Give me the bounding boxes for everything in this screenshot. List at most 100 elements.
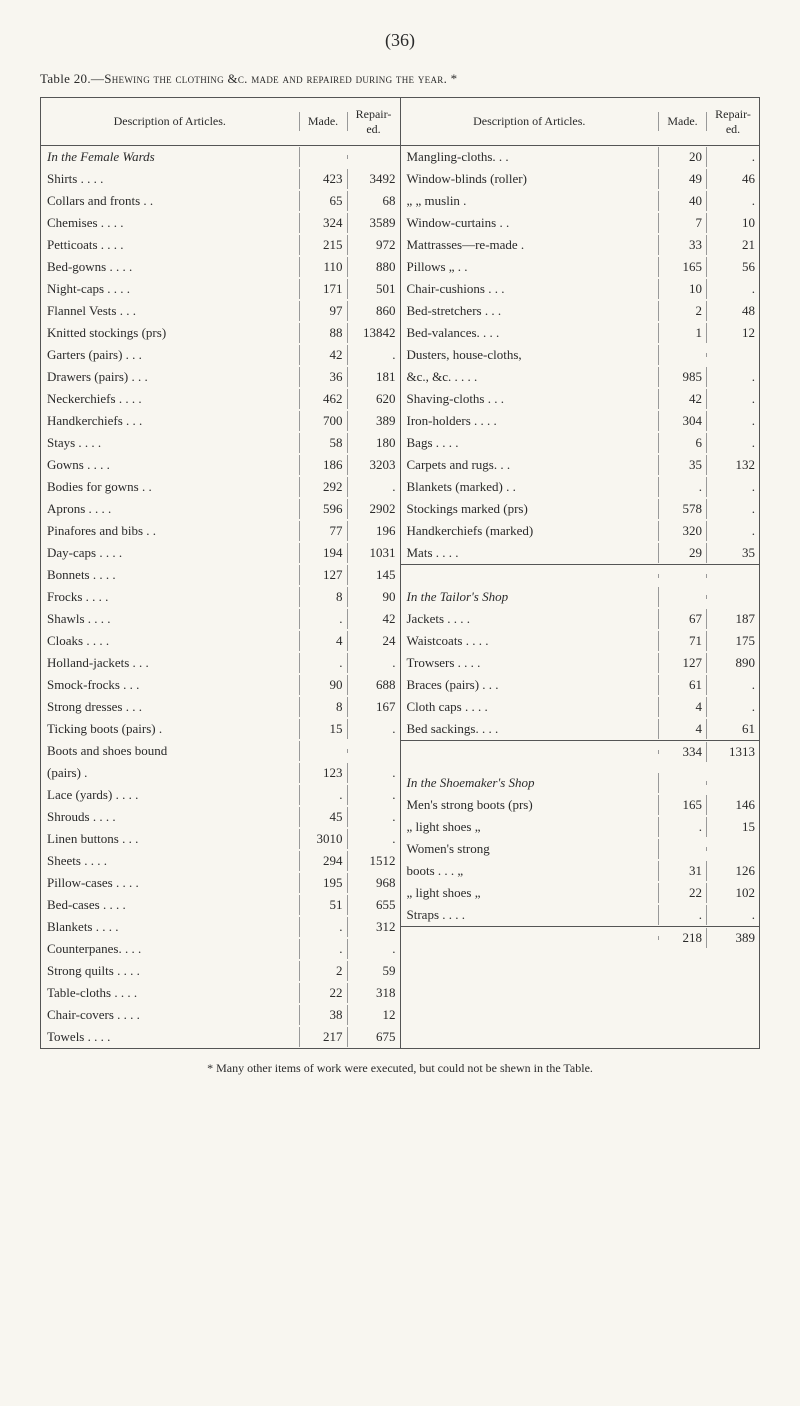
desc-cell: Handkerchiefs (marked) <box>401 521 660 541</box>
made-cell: 165 <box>659 795 707 815</box>
desc-cell: Straps . . . . <box>401 905 660 925</box>
made-cell: 45 <box>300 807 348 827</box>
made-cell: 186 <box>300 455 348 475</box>
repair-cell: 21 <box>707 235 759 255</box>
header-row: Description of Articles. Made. Repair-ed… <box>41 98 400 146</box>
repair-cell: 187 <box>707 609 759 629</box>
table-row: Trowsers . . . .127890 <box>401 652 760 674</box>
table-row: Counterpanes. . . ... <box>41 938 400 960</box>
made-cell: 2 <box>659 301 707 321</box>
made-cell: 596 <box>300 499 348 519</box>
made-cell: 35 <box>659 455 707 475</box>
table-row: Aprons . . . .5962902 <box>41 498 400 520</box>
desc-cell: Gowns . . . . <box>41 455 300 475</box>
desc-cell: Chair-covers . . . . <box>41 1005 300 1025</box>
desc-cell: Table-cloths . . . . <box>41 983 300 1003</box>
desc-cell: Dusters, house-cloths, <box>401 345 660 365</box>
made-cell: 8 <box>300 587 348 607</box>
repair-cell: 501 <box>348 279 400 299</box>
table-row: „ light shoes „.15 <box>401 816 760 838</box>
desc-cell: Bed sackings. . . . <box>401 719 660 739</box>
table-row: Mangling-cloths. . .20. <box>401 146 760 168</box>
desc-cell: Boots and shoes bound <box>41 741 300 761</box>
cell <box>300 155 348 159</box>
header-row: Description of Articles. Made. Repair-ed… <box>401 98 760 146</box>
cell <box>401 936 660 940</box>
repair-cell: 860 <box>348 301 400 321</box>
repair-cell: . <box>707 499 759 519</box>
desc-cell: Frocks . . . . <box>41 587 300 607</box>
table-row: Blankets (marked) . ... <box>401 476 760 498</box>
made-cell: 31 <box>659 861 707 881</box>
repair-cell: 620 <box>348 389 400 409</box>
repair-cell: 61 <box>707 719 759 739</box>
repair-cell: . <box>707 147 759 167</box>
desc-cell: Day-caps . . . . <box>41 543 300 563</box>
desc-cell: Chemises . . . . <box>41 213 300 233</box>
desc-cell: Petticoats . . . . <box>41 235 300 255</box>
table-row: Jackets . . . .67187 <box>401 608 760 630</box>
repair-cell: 48 <box>707 301 759 321</box>
made-cell: 294 <box>300 851 348 871</box>
desc-cell: Neckerchiefs . . . . <box>41 389 300 409</box>
table-row: &c., &c. . . . .985. <box>401 366 760 388</box>
desc-cell: (pairs) . <box>41 763 300 783</box>
desc-cell: Flannel Vests . . . <box>41 301 300 321</box>
table-row: Strong quilts . . . .259 <box>41 960 400 982</box>
desc-cell: Bodies for gowns . . <box>41 477 300 497</box>
repair-cell: 46 <box>707 169 759 189</box>
repair-cell: 655 <box>348 895 400 915</box>
caption-suffix: * <box>447 71 457 86</box>
table-row: Flannel Vests . . .97860 <box>41 300 400 322</box>
repair-cell: . <box>707 905 759 925</box>
made-cell: 423 <box>300 169 348 189</box>
table-row: Chemises . . . .3243589 <box>41 212 400 234</box>
table-row: Strong dresses . . .8167 <box>41 696 400 718</box>
repair-cell: . <box>707 477 759 497</box>
desc-cell: Pinafores and bibs . . <box>41 521 300 541</box>
made-cell: 20 <box>659 147 707 167</box>
repair-cell: . <box>348 807 400 827</box>
repair-cell: . <box>707 389 759 409</box>
made-cell: 42 <box>659 389 707 409</box>
subtotal-made: 218 <box>659 928 707 948</box>
made-cell: 292 <box>300 477 348 497</box>
table-row: Cloth caps . . . .4. <box>401 696 760 718</box>
made-cell: 15 <box>300 719 348 739</box>
subtotal-row: 218 389 <box>401 926 760 948</box>
repair-cell: 132 <box>707 455 759 475</box>
desc-cell: Waistcoats . . . . <box>401 631 660 651</box>
desc-cell: Jackets . . . . <box>401 609 660 629</box>
repair-cell: . <box>707 433 759 453</box>
made-cell: 3010 <box>300 829 348 849</box>
desc-cell: Towels . . . . <box>41 1027 300 1047</box>
made-cell: 127 <box>659 653 707 673</box>
cell <box>401 750 660 754</box>
desc-cell: Collars and fronts . . <box>41 191 300 211</box>
table-row: Carpets and rugs. . .35132 <box>401 454 760 476</box>
made-cell: . <box>300 653 348 673</box>
table-row: Bed-valances. . . .112 <box>401 322 760 344</box>
repair-cell: 389 <box>348 411 400 431</box>
table-row: Handkerchiefs . . .700389 <box>41 410 400 432</box>
cell <box>707 781 759 785</box>
cell <box>659 595 707 599</box>
desc-cell: Bed-valances. . . . <box>401 323 660 343</box>
table-row: Chair-cushions . . .10. <box>401 278 760 300</box>
repair-cell: . <box>707 697 759 717</box>
made-cell: 67 <box>659 609 707 629</box>
table-row: Stays . . . .58180 <box>41 432 400 454</box>
repair-cell: . <box>348 785 400 805</box>
made-cell: 88 <box>300 323 348 343</box>
table-row: Handkerchiefs (marked)320. <box>401 520 760 542</box>
desc-cell: Blankets (marked) . . <box>401 477 660 497</box>
table-row: Bonnets . . . .127145 <box>41 564 400 586</box>
table-row: Pillow-cases . . . .195968 <box>41 872 400 894</box>
repair-cell: 2902 <box>348 499 400 519</box>
table-row: Mattrasses—re-made .3321 <box>401 234 760 256</box>
table-row: (pairs) .123. <box>41 762 400 784</box>
made-cell: . <box>300 917 348 937</box>
desc-cell: „ light shoes „ <box>401 883 660 903</box>
table-row: Shrouds . . . .45. <box>41 806 400 828</box>
section-title-row: In the Female Wards <box>41 146 400 168</box>
